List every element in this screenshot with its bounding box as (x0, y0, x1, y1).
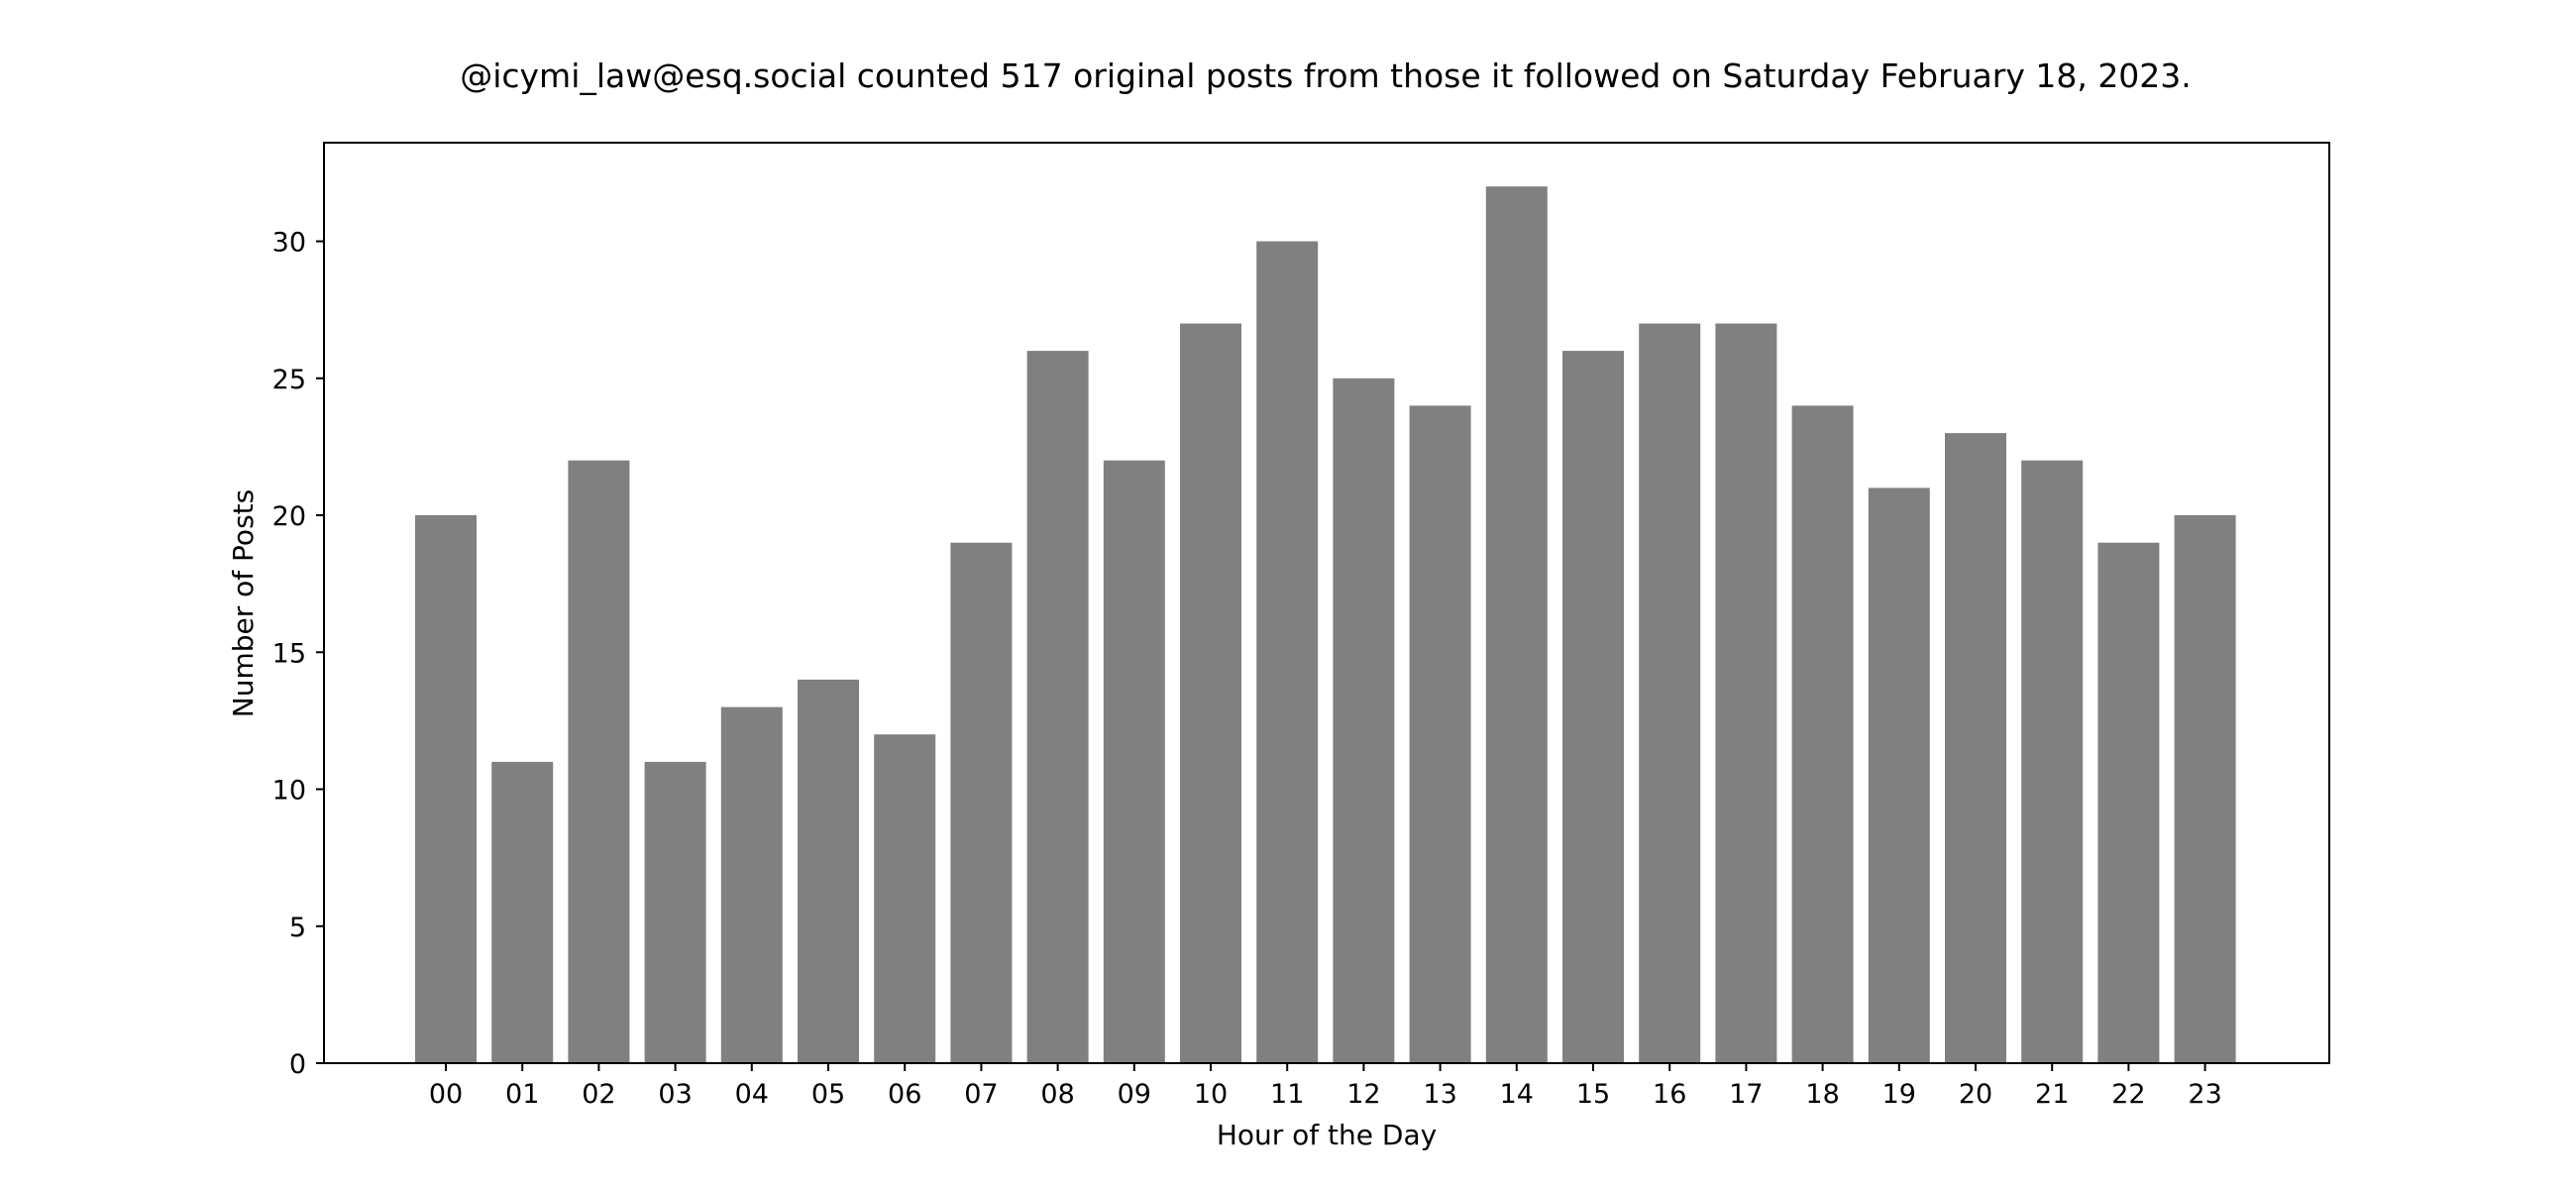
bar-20 (1945, 433, 2006, 1064)
x-tick-label: 22 (2111, 1079, 2145, 1110)
y-axis-ticks: 0 5 10 15 20 25 30 (272, 228, 324, 1080)
bar-05 (798, 679, 859, 1063)
x-tick-label: 01 (505, 1079, 539, 1110)
x-tick-label: 09 (1118, 1079, 1151, 1110)
x-tick-label: 12 (1346, 1079, 1380, 1110)
y-tick-label: 10 (272, 776, 306, 807)
x-tick-label: 17 (1729, 1079, 1763, 1110)
bar-15 (1562, 351, 1624, 1064)
bar-11 (1256, 241, 1319, 1063)
bar-12 (1333, 378, 1395, 1063)
plot-frame (323, 142, 2330, 1064)
bar-07 (950, 542, 1013, 1063)
x-tick-label: 21 (2035, 1079, 2069, 1110)
x-tick-label: 11 (1270, 1079, 1304, 1110)
bar-10 (1180, 323, 1241, 1063)
bar-21 (2021, 460, 2084, 1063)
x-tick-label: 05 (811, 1079, 845, 1110)
x-tick-label: 18 (1805, 1079, 1839, 1110)
bar-08 (1026, 351, 1089, 1064)
bars-group (415, 186, 2236, 1064)
bar-17 (1715, 323, 1777, 1063)
x-tick-label: 13 (1423, 1079, 1456, 1110)
x-tick-label: 16 (1653, 1079, 1686, 1110)
y-tick-label: 20 (272, 501, 306, 532)
x-tick-label: 04 (735, 1079, 769, 1110)
bar-09 (1103, 460, 1165, 1063)
y-tick-label: 15 (272, 638, 306, 669)
x-tick-label: 03 (658, 1079, 692, 1110)
bar-06 (874, 734, 936, 1063)
x-axis-ticks: 00 01 02 03 04 05 06 07 08 09 10 11 12 13 14 15 16 17 18 19… (429, 1063, 2222, 1110)
y-axis-label: Number of Posts (227, 489, 260, 717)
bar-00 (415, 515, 477, 1063)
x-tick-label: 20 (1959, 1079, 1992, 1110)
bar-03 (644, 761, 706, 1063)
x-tick-label: 07 (964, 1079, 998, 1110)
bar-14 (1485, 186, 1548, 1063)
chart-title: @icymi_law@esq.social counted 517 origin… (460, 56, 2192, 95)
y-tick-label: 0 (289, 1049, 306, 1080)
x-tick-label: 00 (429, 1079, 463, 1110)
x-tick-label: 06 (888, 1079, 921, 1110)
bar-01 (491, 761, 554, 1063)
y-tick-label: 25 (272, 365, 306, 395)
x-tick-label: 10 (1194, 1079, 1228, 1110)
bar-22 (2097, 542, 2160, 1063)
y-tick-label: 5 (289, 913, 306, 943)
bar-18 (1791, 405, 1854, 1063)
bar-04 (720, 706, 783, 1063)
x-tick-label: 23 (2188, 1079, 2221, 1110)
bar-23 (2174, 515, 2236, 1063)
x-tick-label: 15 (1576, 1079, 1610, 1110)
x-tick-label: 02 (582, 1079, 615, 1110)
bar-02 (568, 460, 630, 1063)
bar-13 (1409, 405, 1471, 1063)
x-axis-label: Hour of the Day (1217, 1119, 1437, 1151)
x-tick-label: 19 (1882, 1079, 1916, 1110)
x-tick-label: 14 (1500, 1079, 1534, 1110)
bar-16 (1639, 323, 1701, 1063)
bar-19 (1868, 487, 1930, 1063)
x-tick-label: 08 (1040, 1079, 1074, 1110)
y-tick-label: 30 (272, 228, 306, 259)
